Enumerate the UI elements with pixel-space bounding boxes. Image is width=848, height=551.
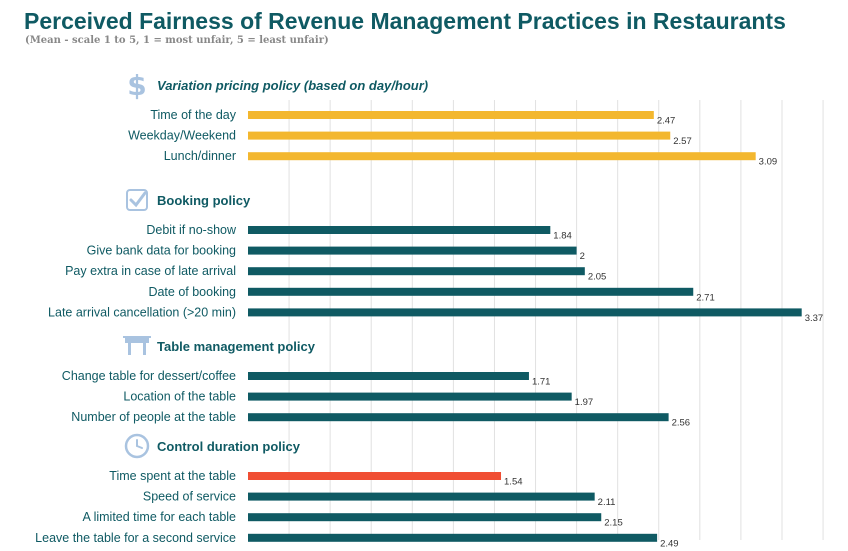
section-title: Variation pricing policy (based on day/h… — [157, 78, 428, 93]
bar — [248, 513, 602, 522]
value-label: 2.49 — [660, 538, 679, 549]
chart-subtitle: (Mean - scale 1 to 5, 1 = most unfair, 5… — [25, 35, 329, 46]
bar — [248, 372, 529, 380]
category-label: Leave the table for a second service — [35, 531, 236, 545]
category-label: Late arrival cancellation (>20 min) — [48, 305, 236, 319]
section-1: Booking policy Debit if no-show 1.84 Give b… — [48, 189, 824, 324]
category-label: Change table for dessert/coffee — [62, 369, 236, 383]
bar — [248, 413, 669, 422]
bar — [248, 308, 802, 317]
bar — [248, 246, 577, 255]
checkbox-icon — [126, 189, 148, 211]
category-label: Give bank data for booking — [87, 244, 236, 258]
dollar-icon: $ — [127, 69, 146, 102]
value-label: 1.97 — [575, 397, 594, 408]
category-label: Pay extra in case of late arrival — [65, 264, 236, 278]
gridlines — [288, 100, 824, 540]
chart-sections: $ Variation pricing policy (based on day/… — [35, 69, 823, 549]
bar — [248, 492, 595, 501]
section-title: Table management policy — [157, 339, 316, 354]
bar — [248, 533, 658, 542]
value-label: 1.54 — [504, 477, 522, 488]
value-label: 3.37 — [805, 313, 824, 324]
svg-text:$: $ — [127, 69, 146, 102]
category-label: Location of the table — [123, 390, 236, 404]
bar — [248, 131, 671, 140]
category-label: Lunch/dinner — [164, 149, 236, 163]
category-label: Speed of service — [143, 490, 236, 504]
section-0: $ Variation pricing policy (based on day/… — [127, 69, 777, 168]
value-label: 2 — [580, 251, 585, 262]
value-label: 2.15 — [604, 518, 623, 529]
category-label: Weekday/Weekend — [128, 129, 236, 143]
value-label: 2.05 — [588, 272, 607, 283]
category-label: Time of the day — [150, 108, 236, 122]
value-label: 2.71 — [696, 292, 715, 303]
bar — [248, 226, 551, 234]
value-label: 2.47 — [657, 116, 676, 127]
chart-title: Perceived Fairness of Revenue Management… — [24, 8, 786, 34]
bar — [248, 392, 572, 401]
category-label: A limited time for each table — [82, 510, 236, 524]
bar — [248, 472, 502, 480]
category-label: Debit if no-show — [146, 223, 237, 237]
value-label: 2.57 — [673, 136, 692, 147]
bar — [248, 111, 654, 119]
category-label: Date of booking — [148, 285, 236, 299]
value-label: 1.71 — [532, 377, 551, 388]
bar — [248, 287, 694, 296]
section-2: Table management policy Change table for … — [62, 336, 690, 429]
value-label: 2.11 — [598, 497, 616, 508]
category-label: Time spent at the table — [109, 469, 236, 483]
bar — [248, 152, 756, 161]
clock-icon — [124, 433, 150, 459]
section-3: Control duration policy Time spent at the… — [35, 433, 679, 549]
category-label: Number of people at the table — [71, 410, 236, 424]
value-label: 3.09 — [759, 157, 778, 168]
section-title: Control duration policy — [157, 439, 301, 454]
bar — [248, 267, 585, 276]
table-icon — [123, 336, 151, 355]
value-label: 1.84 — [553, 231, 572, 242]
value-label: 2.56 — [672, 418, 691, 429]
section-title: Booking policy — [157, 193, 251, 208]
